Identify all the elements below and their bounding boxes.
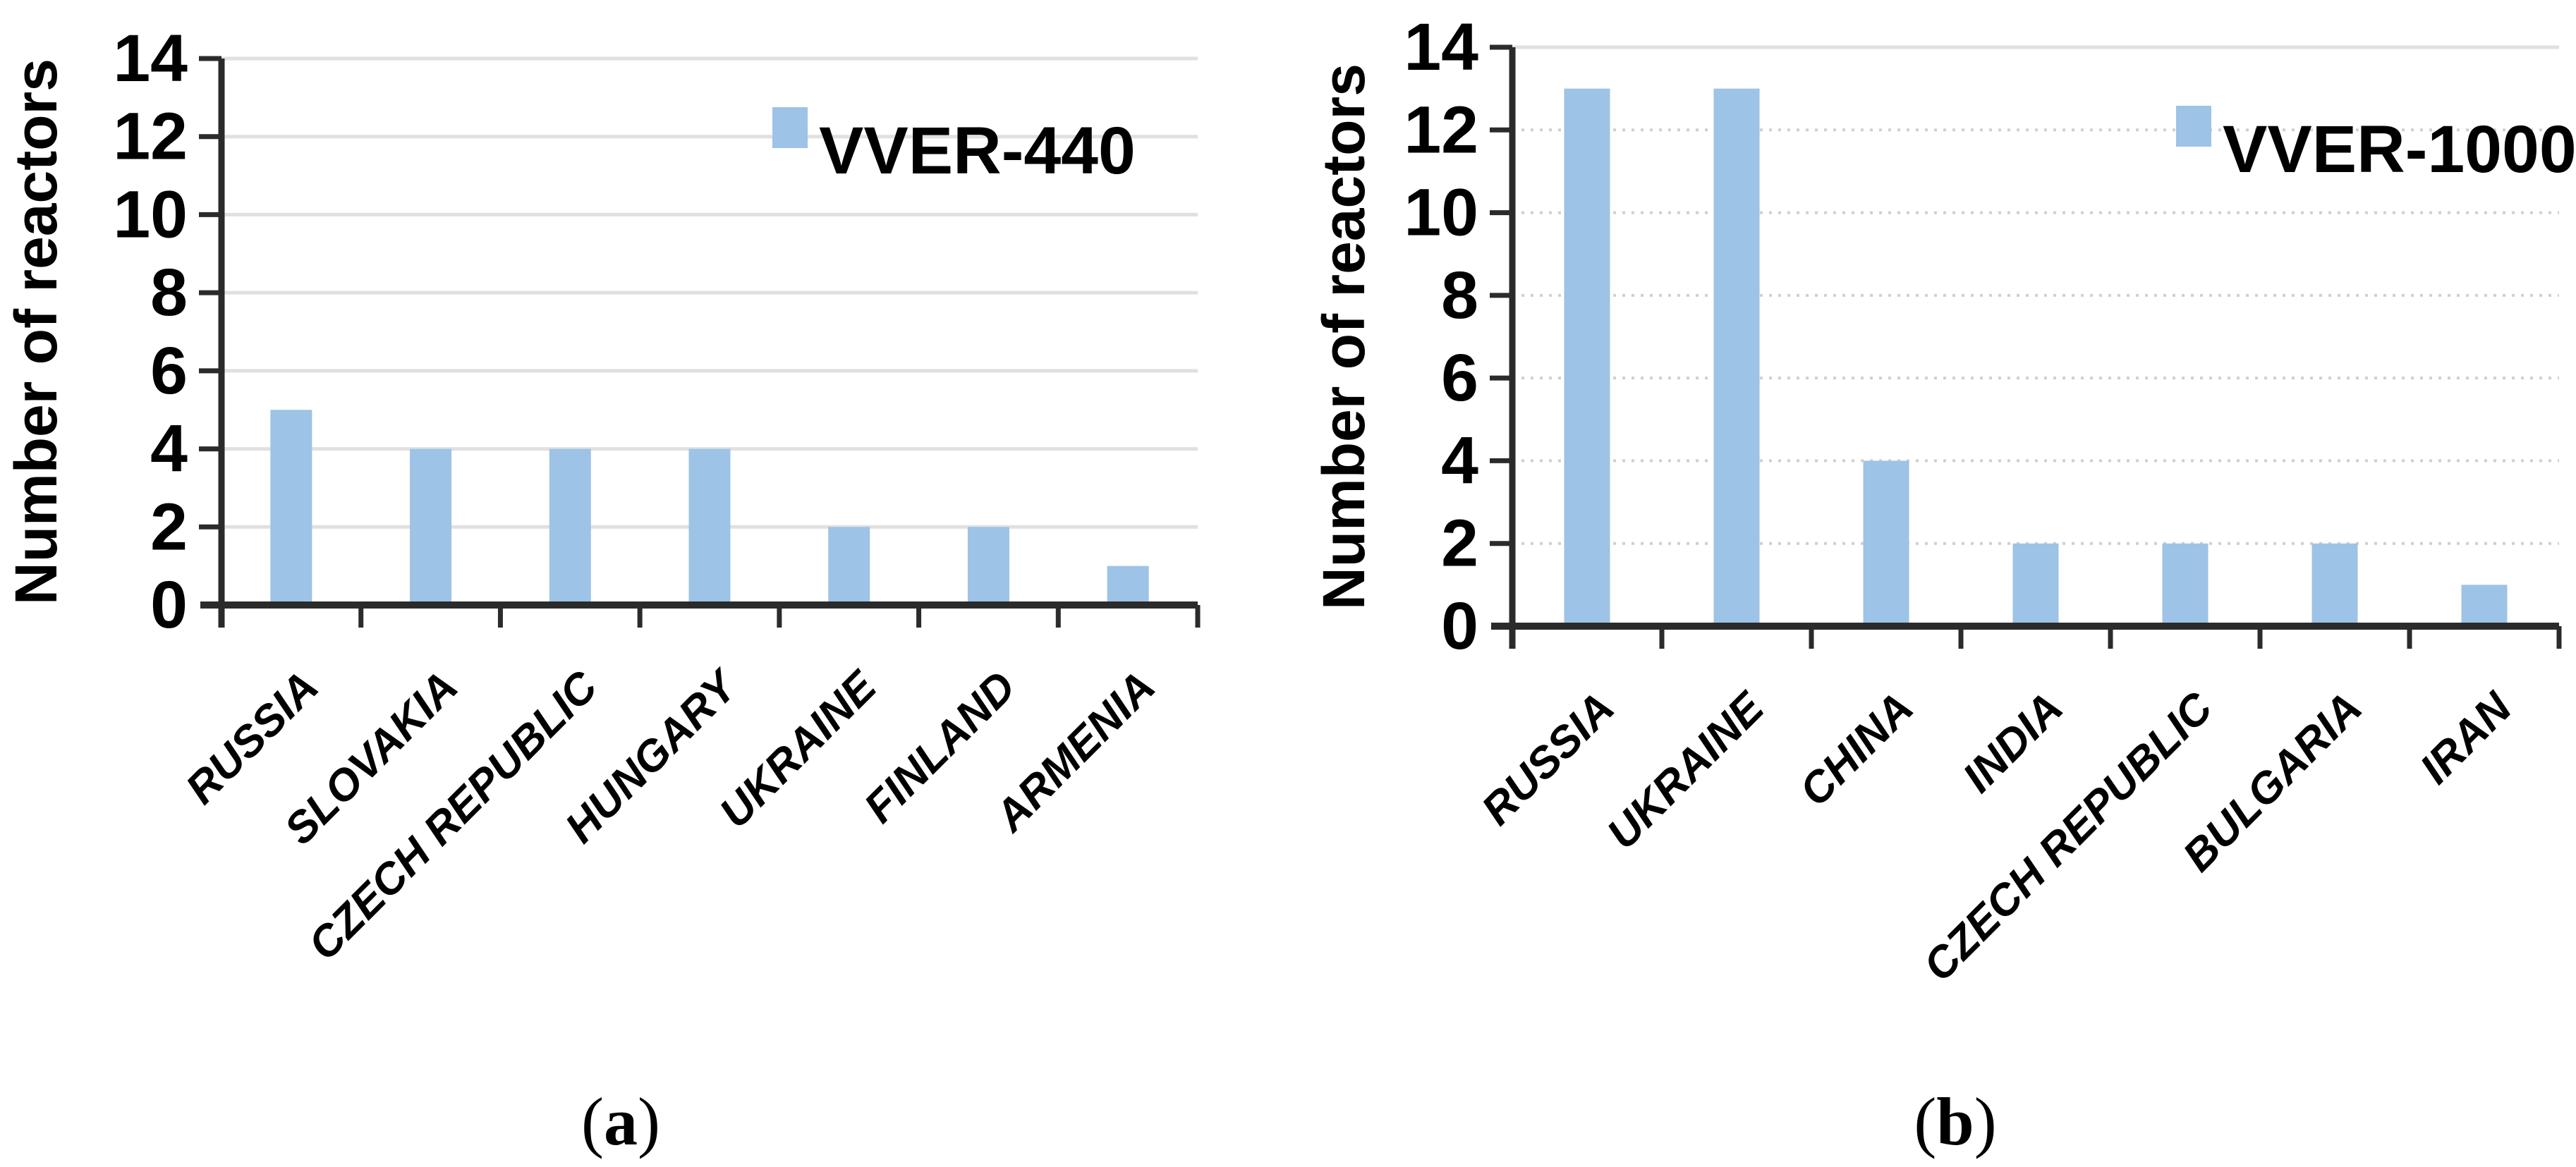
y-axis-title-a: Number of reactors	[3, 59, 69, 605]
bar-a-ukraine	[828, 527, 870, 605]
y-tick-label-a-2: 2	[150, 489, 188, 564]
legend-label-b: VVER-1000	[2223, 112, 2576, 187]
y-tick-label-a-14: 14	[113, 21, 188, 96]
y-tick-label-a-12: 12	[113, 99, 188, 174]
y-tick-label-b-8: 8	[1441, 258, 1478, 333]
legend-label-a: VVER-440	[819, 114, 1136, 188]
x-category-label-b-czech-republic: CZECH REPUBLIC	[1914, 683, 2223, 991]
bar-b-bulgaria	[2311, 543, 2358, 626]
y-tick-label-a-0: 0	[150, 568, 188, 642]
bar-a-finland	[967, 527, 1009, 605]
caption-b-paren-open: (	[1914, 1084, 1937, 1159]
y-axis-title-b: Number of reactors	[1311, 63, 1377, 610]
legend-swatch-a	[772, 107, 808, 148]
caption-a-paren-open: (	[581, 1084, 604, 1159]
x-category-label-b-iran: IRAN	[2411, 683, 2522, 793]
caption-a-paren-close: )	[638, 1084, 660, 1159]
bar-b-iran	[2461, 585, 2508, 626]
y-tick-label-b-6: 6	[1441, 341, 1478, 415]
bar-a-armenia	[1107, 566, 1149, 605]
legend-swatch-b	[2176, 106, 2211, 147]
bar-a-slovakia	[410, 448, 452, 605]
panel-b-caption: (b)	[1603, 1082, 2308, 1161]
bar-a-hungary	[688, 448, 731, 605]
y-tick-label-a-8: 8	[150, 255, 188, 330]
y-tick-label-a-4: 4	[150, 412, 188, 487]
bar-b-czech-republic	[2162, 543, 2209, 626]
bar-b-china	[1863, 460, 1909, 626]
y-tick-label-b-4: 4	[1441, 423, 1478, 498]
y-tick-label-a-10: 10	[113, 177, 188, 252]
bar-a-russia	[270, 410, 312, 605]
x-category-label-b-india: INDIA	[1954, 683, 2072, 802]
panel-a-caption: (a)	[268, 1082, 973, 1161]
x-category-label-b-russia: RUSSIA	[1472, 683, 1623, 834]
y-tick-label-b-12: 12	[1404, 92, 1478, 167]
y-tick-label-b-0: 0	[1441, 589, 1478, 664]
caption-b-paren-close: )	[1974, 1084, 1997, 1159]
y-tick-label-b-14: 14	[1404, 10, 1478, 85]
caption-b-letter: b	[1936, 1084, 1974, 1159]
y-tick-label-b-10: 10	[1404, 176, 1478, 250]
bar-b-russia	[1564, 88, 1610, 626]
x-category-label-b-ukraine: UKRAINE	[1598, 683, 1774, 859]
y-tick-label-a-6: 6	[150, 334, 188, 408]
bar-a-czech-republic	[549, 448, 591, 605]
y-tick-label-b-2: 2	[1441, 506, 1478, 581]
x-category-label-b-china: CHINA	[1790, 683, 1923, 816]
bar-b-ukraine	[1713, 88, 1760, 626]
bar-b-india	[2012, 543, 2059, 626]
caption-a-letter: a	[604, 1084, 638, 1159]
